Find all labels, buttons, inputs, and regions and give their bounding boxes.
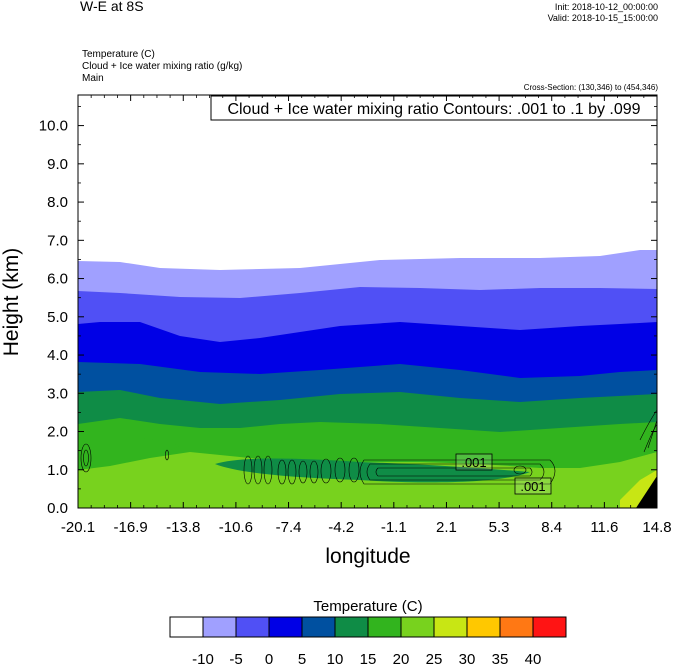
contour-info-text: Cloud + Ice water mixing ratio Contours:… bbox=[227, 101, 640, 118]
y-axis-label: Height (km) bbox=[0, 248, 23, 357]
colorbar-tick-label: -5 bbox=[229, 651, 242, 667]
contour-labels: .001 .001 bbox=[455, 453, 552, 495]
colorbar-tick-label: 30 bbox=[459, 651, 476, 667]
field-label-cloud: Cloud + Ice water mixing ratio (g/kg) bbox=[82, 61, 243, 72]
y-tick-label: 0.0 bbox=[47, 500, 68, 517]
x-tick-label: 5.3 bbox=[489, 519, 510, 536]
x-tick-label: -7.4 bbox=[276, 519, 302, 536]
colorbar-tick-label: 15 bbox=[360, 651, 377, 667]
y-tick-label: 8.0 bbox=[47, 194, 68, 211]
colorbar-tick-label: 25 bbox=[426, 651, 443, 667]
x-axis-label: longitude bbox=[325, 545, 410, 568]
colorbar-swatch bbox=[202, 616, 237, 638]
x-tick-label: -20.1 bbox=[61, 519, 95, 536]
cross-section-label: Cross-Section: (130,346) to (454,346) bbox=[523, 83, 658, 92]
y-tick-label: 2.0 bbox=[47, 424, 68, 441]
y-tick-label: 1.0 bbox=[47, 462, 68, 479]
colorbar-swatch bbox=[235, 616, 270, 638]
colorbar-tick-label: 40 bbox=[525, 651, 542, 667]
y-tick-label: 7.0 bbox=[47, 232, 68, 249]
valid-time: Valid: 2018-10-15_15:00:00 bbox=[547, 13, 658, 23]
y-tick-label: 5.0 bbox=[47, 309, 68, 326]
colorbar-swatch bbox=[532, 616, 567, 638]
temperature-shading bbox=[78, 95, 657, 508]
x-tick-label: -13.8 bbox=[166, 519, 200, 536]
colorbar-swatch bbox=[169, 616, 204, 638]
plot-title: W-E at 8S bbox=[80, 0, 144, 14]
contour-label-box bbox=[455, 453, 493, 471]
y-tick-label: 10.0 bbox=[39, 118, 68, 135]
x-tick-label: 8.4 bbox=[541, 519, 562, 536]
init-time: Init: 2018-10-12_00:00:00 bbox=[554, 2, 658, 12]
contour-info-box: Cloud + Ice water mixing ratio Contours:… bbox=[210, 95, 658, 121]
colorbar-tick-label: -10 bbox=[192, 651, 214, 667]
x-tick-label: -1.1 bbox=[381, 519, 407, 536]
colorbar-title: Temperature (C) bbox=[313, 598, 422, 615]
colorbar-tick-label: 5 bbox=[298, 651, 306, 667]
x-axis: -20.1 -16.9 -13.8 -10.6 -7.4 -4.2 -1.1 2.1 5.3 8.… bbox=[61, 95, 672, 536]
colorbar-swatch bbox=[499, 616, 534, 638]
colorbar-swatch bbox=[367, 616, 402, 638]
x-tick-label: 11.6 bbox=[590, 519, 618, 536]
colorbar-swatch bbox=[433, 616, 468, 638]
x-tick-label: 2.1 bbox=[436, 519, 457, 536]
colorbar-swatch bbox=[400, 616, 435, 638]
colorbar-swatch bbox=[301, 616, 336, 638]
x-tick-label: -16.9 bbox=[114, 519, 148, 536]
field-label-main: Main bbox=[82, 73, 104, 84]
cloud-ice-contours bbox=[80, 409, 657, 485]
colorbar-swatch bbox=[466, 616, 501, 638]
y-tick-label: 4.0 bbox=[47, 347, 68, 364]
contour-label-box bbox=[514, 477, 552, 495]
field-label-temperature: Temperature (C) bbox=[82, 49, 155, 60]
colorbar-tick-label: 0 bbox=[265, 651, 273, 667]
colorbar-tick-label: 10 bbox=[327, 651, 344, 667]
colorbar-swatch bbox=[268, 616, 303, 638]
colorbar-tick-label: 20 bbox=[393, 651, 410, 667]
x-tick-label: -4.2 bbox=[328, 519, 354, 536]
colorbar-swatch bbox=[334, 616, 369, 638]
colorbar-tick-label: 35 bbox=[492, 651, 509, 667]
y-tick-label: 9.0 bbox=[47, 156, 68, 173]
contour-label: .001 bbox=[520, 479, 545, 494]
contour-label: .001 bbox=[461, 455, 486, 470]
x-tick-label: 14.8 bbox=[642, 519, 671, 536]
colorbar: -10 -5 0 5 10 15 20 25 30 35 40 bbox=[169, 616, 567, 667]
y-tick-label: 6.0 bbox=[47, 271, 68, 288]
y-tick-label: 3.0 bbox=[47, 385, 68, 402]
y-axis: 0.0 1.0 2.0 3.0 4.0 5.0 6.0 7.0 8.0 9.0 10.0 bbox=[39, 106, 657, 517]
x-tick-label: -10.6 bbox=[219, 519, 253, 536]
